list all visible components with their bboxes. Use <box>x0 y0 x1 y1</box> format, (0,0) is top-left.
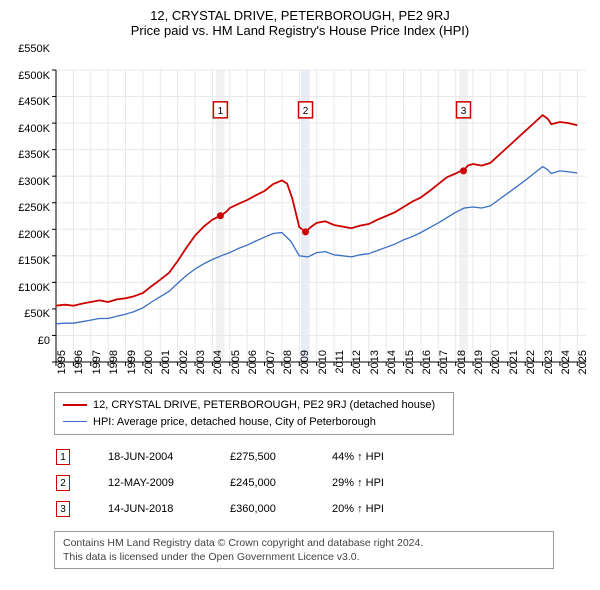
x-tick-label: 2025 <box>577 350 589 390</box>
x-tick-label: 2009 <box>299 350 311 390</box>
x-tick-label: 2024 <box>560 350 572 390</box>
y-tick-label: £300K <box>10 176 50 188</box>
page-subtitle: Price paid vs. HM Land Registry's House … <box>10 23 590 38</box>
chart-svg: 1 2 3 <box>10 46 590 386</box>
tx-price: £245,000 <box>230 471 330 495</box>
legend-swatch <box>63 404 87 406</box>
x-tick-label: 2003 <box>195 350 207 390</box>
x-tick-label: 2008 <box>282 350 294 390</box>
legend-swatch <box>63 421 87 422</box>
tx-delta: 20% ↑ HPI <box>332 497 452 521</box>
tx-marker-cell: 3 <box>56 497 106 521</box>
y-tick-label: £200K <box>10 229 50 241</box>
svg-text:3: 3 <box>461 106 467 117</box>
tx-marker: 3 <box>56 501 70 517</box>
x-tick-label: 2021 <box>508 350 520 390</box>
y-tick-label: £0 <box>10 335 50 347</box>
x-tick-label: 2000 <box>143 350 155 390</box>
table-row: 2 12-MAY-2009£245,00029% ↑ HPI <box>56 471 452 495</box>
x-tick-label: 2004 <box>212 350 224 390</box>
x-tick-label: 1995 <box>56 350 68 390</box>
x-tick-label: 2020 <box>490 350 502 390</box>
chart-area: 1 2 3 £0 £50K £100K £150K £200K £250K £300K £350K… <box>10 46 590 386</box>
x-tick-label: 2007 <box>265 350 277 390</box>
x-tick-label: 2013 <box>369 350 381 390</box>
tx-price: £275,500 <box>230 445 330 469</box>
tx-marker-cell: 1 <box>56 445 106 469</box>
x-tick-label: 2001 <box>160 350 172 390</box>
legend-label: HPI: Average price, detached house, City… <box>93 414 376 431</box>
tx-marker: 2 <box>56 475 70 491</box>
y-tick-label: £250K <box>10 202 50 214</box>
x-tick-label: 1997 <box>91 350 103 390</box>
table-row: 1 18-JUN-2004£275,50044% ↑ HPI <box>56 445 452 469</box>
tx-marker-cell: 2 <box>56 471 106 495</box>
y-tick-label: £550K <box>10 43 50 55</box>
legend: 12, CRYSTAL DRIVE, PETERBOROUGH, PE2 9RJ… <box>54 392 454 435</box>
x-tick-label: 2002 <box>178 350 190 390</box>
y-tick-label: £450K <box>10 96 50 108</box>
x-tick-label: 1999 <box>126 350 138 390</box>
legend-label: 12, CRYSTAL DRIVE, PETERBOROUGH, PE2 9RJ… <box>93 397 435 414</box>
svg-text:1: 1 <box>218 106 224 117</box>
transactions-table: 1 18-JUN-2004£275,50044% ↑ HPI 2 12-MAY-200… <box>54 443 454 523</box>
y-tick-label: £350K <box>10 149 50 161</box>
y-tick-label: £400K <box>10 123 50 135</box>
tx-date: 18-JUN-2004 <box>108 445 228 469</box>
svg-text:2: 2 <box>303 106 309 117</box>
tx-price: £360,000 <box>230 497 330 521</box>
footer-line-2: This data is licensed under the Open Gov… <box>63 550 545 564</box>
y-tick-label: £150K <box>10 255 50 267</box>
tx-date: 14-JUN-2018 <box>108 497 228 521</box>
y-tick-label: £100K <box>10 282 50 294</box>
x-tick-label: 1998 <box>108 350 120 390</box>
x-tick-label: 2014 <box>386 350 398 390</box>
x-tick-label: 2018 <box>456 350 468 390</box>
x-tick-label: 2015 <box>404 350 416 390</box>
x-tick-label: 2012 <box>351 350 363 390</box>
x-tick-label: 2016 <box>421 350 433 390</box>
table-row: 3 14-JUN-2018£360,00020% ↑ HPI <box>56 497 452 521</box>
tx-delta: 29% ↑ HPI <box>332 471 452 495</box>
x-tick-label: 2011 <box>334 350 346 390</box>
y-tick-label: £50K <box>10 308 50 320</box>
tx-date: 12-MAY-2009 <box>108 471 228 495</box>
footer-attribution: Contains HM Land Registry data © Crown c… <box>54 531 554 569</box>
x-tick-label: 2005 <box>230 350 242 390</box>
tx-marker: 1 <box>56 449 70 465</box>
tx-delta: 44% ↑ HPI <box>332 445 452 469</box>
x-tick-label: 1996 <box>73 350 85 390</box>
x-tick-label: 2022 <box>525 350 537 390</box>
x-tick-label: 2006 <box>247 350 259 390</box>
legend-item: 12, CRYSTAL DRIVE, PETERBOROUGH, PE2 9RJ… <box>63 397 445 414</box>
page-title: 12, CRYSTAL DRIVE, PETERBOROUGH, PE2 9RJ <box>10 8 590 23</box>
legend-item: HPI: Average price, detached house, City… <box>63 414 445 431</box>
footer-line-1: Contains HM Land Registry data © Crown c… <box>63 536 545 550</box>
x-tick-label: 2010 <box>317 350 329 390</box>
y-tick-label: £500K <box>10 70 50 82</box>
x-tick-label: 2023 <box>543 350 555 390</box>
x-tick-label: 2017 <box>438 350 450 390</box>
x-tick-label: 2019 <box>473 350 485 390</box>
